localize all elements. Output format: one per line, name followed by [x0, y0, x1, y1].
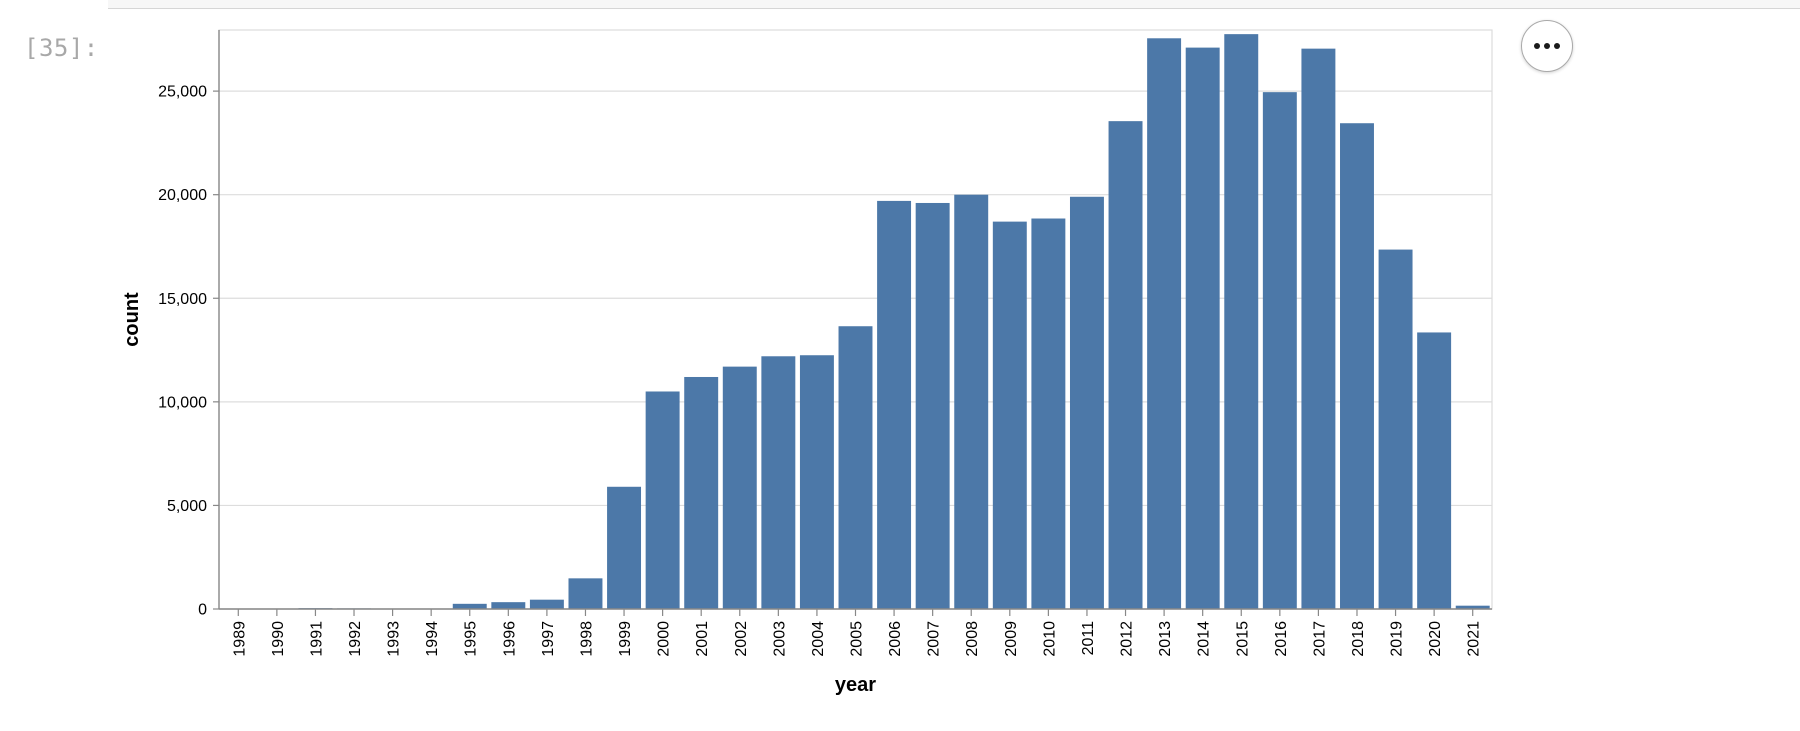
x-tick-label-2020: 2020 [1427, 621, 1444, 657]
x-tick-label-2004: 2004 [810, 621, 827, 657]
axes [213, 30, 1492, 616]
x-tick-label-1990: 1990 [270, 621, 287, 657]
y-tick-label: 20,000 [158, 187, 207, 204]
bar-2008 [954, 194, 989, 610]
bar-2019 [1378, 249, 1413, 610]
bar-2007 [915, 202, 950, 609]
y-tick-label: 10,000 [158, 394, 207, 411]
x-tick-label-2015: 2015 [1234, 621, 1251, 657]
bar-2014 [1185, 47, 1220, 610]
more-horizontal-icon-dot [1544, 43, 1550, 49]
more-horizontal-icon [1534, 43, 1540, 49]
more-horizontal-icon-dot [1554, 43, 1560, 49]
x-tick-label-2016: 2016 [1273, 621, 1290, 657]
bar-2010 [1031, 218, 1066, 609]
bar-2005 [838, 326, 873, 609]
x-tick-label-1996: 1996 [501, 621, 518, 657]
bar-2009 [992, 221, 1027, 609]
y-tick-label: 0 [198, 602, 207, 619]
y-tick-label: 25,000 [158, 84, 207, 101]
chart-actions-button[interactable] [1521, 20, 1573, 72]
x-tick-label-2011: 2011 [1080, 621, 1097, 656]
bar-2003 [761, 356, 796, 609]
bar-2011 [1069, 196, 1104, 609]
previous-cell-edge [108, 0, 1800, 9]
bar-2004 [799, 355, 834, 609]
cell-execution-prompt: [35]: [24, 34, 99, 62]
x-tick-label-1999: 1999 [617, 621, 634, 657]
x-tick-label-1991: 1991 [308, 621, 325, 657]
bar-2001 [684, 376, 719, 609]
x-tick-label-1995: 1995 [463, 621, 480, 657]
bar-2000 [645, 391, 680, 609]
x-tick-label-2002: 2002 [733, 621, 750, 657]
bars [221, 34, 1490, 610]
x-tick-label-2007: 2007 [926, 621, 943, 657]
bar-2021 [1455, 605, 1490, 609]
x-tick-label-1998: 1998 [578, 621, 595, 657]
x-axis-title: year [835, 674, 876, 696]
x-tick-label-1992: 1992 [347, 621, 364, 657]
x-tick-label-2006: 2006 [887, 621, 904, 657]
bar-1999 [607, 486, 642, 609]
bar-1996 [491, 602, 526, 609]
x-tick-label-2019: 2019 [1389, 621, 1406, 657]
y-axis-title: count [121, 292, 143, 347]
x-tick-label-2001: 2001 [694, 621, 711, 657]
bar-1995 [452, 603, 487, 609]
bar-2018 [1340, 123, 1374, 610]
x-tick-label-2010: 2010 [1041, 621, 1058, 657]
x-tick-label-2017: 2017 [1311, 621, 1328, 657]
x-tick-label-1997: 1997 [540, 621, 557, 657]
bar-1998 [568, 578, 603, 609]
x-tick-label-2013: 2013 [1157, 621, 1174, 657]
tick-labels: 0 5,000 10,000 15,000 20,000 25,000 1989 1990 19… [158, 84, 1483, 657]
x-tick-label-1994: 1994 [424, 621, 441, 657]
bar-2016 [1262, 92, 1297, 610]
bar-2012 [1108, 121, 1143, 610]
bar-2002 [722, 366, 757, 609]
bar-1997 [529, 599, 564, 609]
x-tick-label-2018: 2018 [1350, 621, 1367, 657]
bar-2020 [1417, 332, 1452, 609]
bar-2015 [1224, 34, 1259, 609]
x-tick-label-1993: 1993 [386, 621, 403, 657]
x-tick-label-2012: 2012 [1119, 621, 1136, 657]
y-tick-label: 15,000 [158, 291, 207, 308]
x-tick-label-2008: 2008 [964, 621, 981, 657]
x-tick-label-2009: 2009 [1003, 621, 1020, 657]
x-tick-label-2005: 2005 [849, 621, 866, 657]
x-tick-label-2021: 2021 [1466, 621, 1483, 657]
bar-2006 [877, 200, 912, 610]
x-tick-label-2014: 2014 [1196, 621, 1213, 657]
x-tick-label-2003: 2003 [771, 621, 788, 657]
y-tick-label: 5,000 [167, 498, 207, 515]
x-tick-label-2000: 2000 [656, 621, 673, 657]
bar-2017 [1301, 48, 1336, 610]
x-tick-label-1989: 1989 [231, 621, 248, 657]
bar-2013 [1147, 38, 1182, 609]
